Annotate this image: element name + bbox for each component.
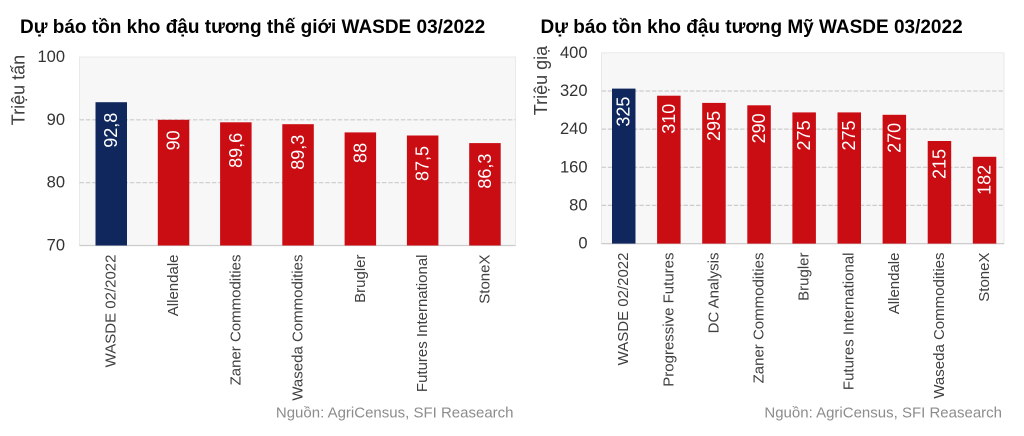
svg-text:Triệu tấn: Triệu tấn (9, 55, 29, 125)
svg-text:90: 90 (164, 130, 184, 150)
svg-text:DC Analysis: DC Analysis (705, 253, 722, 334)
svg-text:Allendale: Allendale (165, 255, 182, 317)
svg-text:182: 182 (975, 165, 995, 195)
svg-text:Dự báo tồn kho đậu tương thế g: Dự báo tồn kho đậu tương thế giới WASDE … (20, 17, 485, 38)
svg-text:160: 160 (560, 158, 588, 176)
svg-text:87,5: 87,5 (413, 146, 433, 181)
svg-text:88: 88 (350, 143, 370, 163)
svg-text:70: 70 (47, 237, 65, 255)
svg-text:310: 310 (659, 104, 679, 134)
svg-text:0: 0 (578, 235, 587, 253)
svg-text:92,8: 92,8 (101, 113, 121, 148)
svg-text:Nguồn: AgriCensus, SFI Reasear: Nguồn: AgriCensus, SFI Reasearch (764, 405, 1002, 422)
svg-text:295: 295 (704, 111, 724, 141)
svg-text:Waseda Commodities: Waseda Commodities (290, 255, 307, 401)
svg-text:Futures International: Futures International (414, 255, 431, 393)
svg-text:Nguồn: AgriCensus, SFI Reasear: Nguồn: AgriCensus, SFI Reasearch (276, 405, 514, 422)
svg-text:89,3: 89,3 (288, 135, 308, 170)
svg-text:80: 80 (569, 196, 587, 214)
svg-text:StoneX: StoneX (976, 253, 993, 302)
svg-text:100: 100 (37, 48, 65, 66)
svg-text:290: 290 (749, 113, 769, 143)
svg-text:Zaner Commodities: Zaner Commodities (227, 254, 244, 385)
svg-text:240: 240 (560, 120, 588, 138)
svg-text:Progressive Futures: Progressive Futures (660, 253, 677, 387)
svg-text:325: 325 (614, 97, 634, 127)
svg-text:WASDE 02/2022: WASDE 02/2022 (103, 255, 120, 368)
svg-text:275: 275 (794, 120, 814, 150)
svg-text:Triệu giạ: Triệu giạ (531, 45, 551, 115)
svg-text:Allendale: Allendale (886, 253, 903, 315)
svg-text:86,3: 86,3 (475, 154, 495, 189)
svg-text:Zaner Commodities: Zaner Commodities (751, 253, 768, 384)
svg-text:WASDE 02/2022: WASDE 02/2022 (615, 253, 632, 366)
svg-text:Futures International: Futures International (841, 253, 858, 391)
svg-text:Dự báo tồn kho đậu tương Mỹ WA: Dự báo tồn kho đậu tương Mỹ WASDE 03/202… (541, 17, 963, 38)
svg-text:400: 400 (560, 44, 588, 62)
svg-text:Waseda Commodities: Waseda Commodities (931, 253, 948, 399)
svg-text:80: 80 (47, 174, 65, 192)
svg-text:270: 270 (884, 123, 904, 153)
svg-text:StoneX: StoneX (477, 255, 494, 304)
svg-text:Brugler: Brugler (796, 253, 813, 301)
svg-text:90: 90 (47, 111, 65, 129)
svg-text:215: 215 (930, 149, 950, 179)
svg-text:320: 320 (560, 82, 588, 100)
svg-text:275: 275 (839, 120, 859, 150)
svg-text:89,6: 89,6 (226, 133, 246, 168)
svg-text:Brugler: Brugler (352, 255, 369, 303)
